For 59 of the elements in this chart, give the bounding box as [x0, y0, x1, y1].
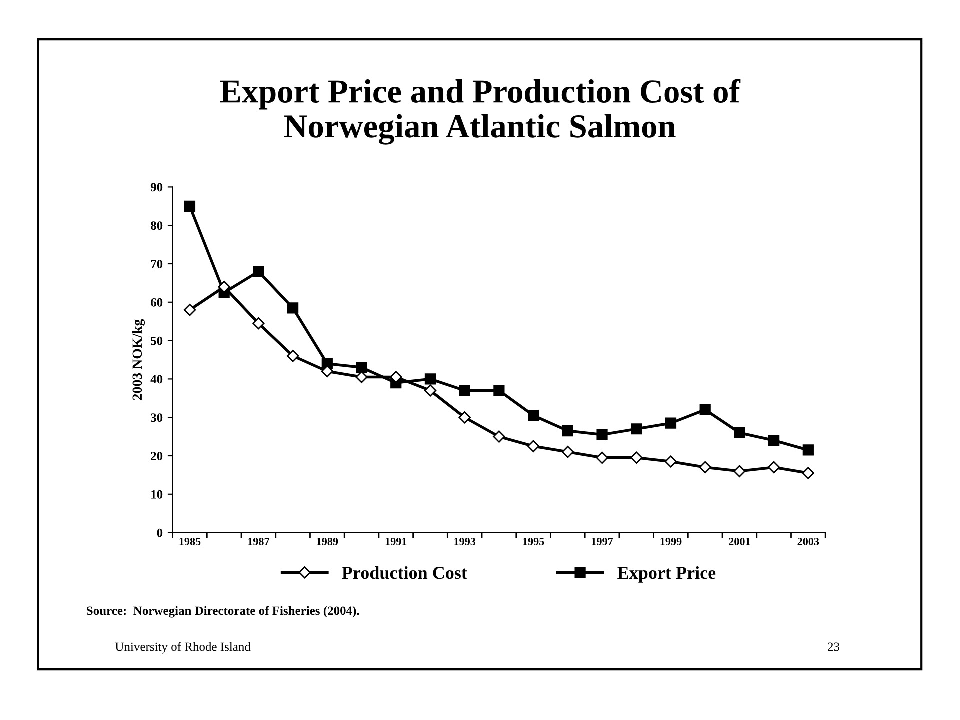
point	[631, 424, 642, 435]
source-note: Source: Norwegian Directorate of Fisheries (2004).	[87, 606, 360, 618]
y-tick-label: 30	[151, 414, 163, 422]
point	[424, 384, 437, 397]
point	[459, 385, 470, 396]
legend-label: Production Cost	[342, 566, 468, 580]
y-tick-label: 60	[151, 298, 163, 307]
point	[562, 425, 574, 437]
point	[664, 456, 678, 468]
point	[356, 371, 368, 384]
point	[493, 430, 506, 443]
x-tick-label: 1991	[386, 538, 407, 546]
x-tick-label: 1999	[660, 538, 682, 546]
point	[287, 302, 299, 314]
point	[252, 317, 265, 330]
point	[802, 467, 815, 480]
point	[734, 427, 746, 439]
text: University of Rhode Island	[115, 642, 251, 654]
point	[356, 362, 368, 374]
point	[458, 412, 471, 424]
point	[768, 435, 780, 446]
x-tick-label: 1987	[248, 538, 270, 546]
point	[596, 429, 608, 440]
x-tick-label: 1985	[180, 538, 201, 546]
point	[734, 465, 746, 478]
point	[700, 404, 711, 416]
y-tick-label: 90	[150, 183, 163, 192]
point	[802, 444, 814, 456]
y-tick-label: 0	[157, 528, 163, 538]
x-tick-label: 1997	[592, 538, 614, 546]
x-tick-label: 1989	[317, 538, 338, 546]
x-tick-label: 2003	[798, 538, 820, 546]
y-tick-label: 70	[151, 260, 163, 268]
point	[665, 418, 677, 429]
point	[768, 461, 780, 474]
legend-label: Export Price	[618, 566, 716, 583]
x-tick-label: 1993	[454, 538, 476, 546]
x-tick-label: 1995	[523, 538, 544, 546]
y-tick-label: 80	[150, 222, 163, 230]
text: 23	[828, 642, 840, 652]
y-tick-label: 10	[152, 490, 163, 499]
point	[699, 461, 712, 474]
y-tick-label: 20	[151, 452, 163, 460]
point	[562, 446, 574, 458]
y-tick-label: 40	[150, 375, 163, 384]
point	[184, 304, 196, 316]
point	[596, 452, 608, 464]
y-tick-label: 50	[151, 336, 163, 346]
point	[528, 410, 540, 422]
y-axis-title: 2003 NOK/kg	[132, 319, 146, 400]
point	[494, 385, 505, 396]
point	[527, 440, 540, 452]
point	[630, 452, 643, 464]
chart-title: Export Price and Production Cost of Norwegian Atlantic Salmon	[220, 79, 741, 145]
point	[286, 350, 300, 362]
x-tick-label: 2001	[729, 538, 750, 546]
point	[253, 266, 264, 278]
point	[424, 374, 436, 385]
point	[184, 200, 196, 212]
